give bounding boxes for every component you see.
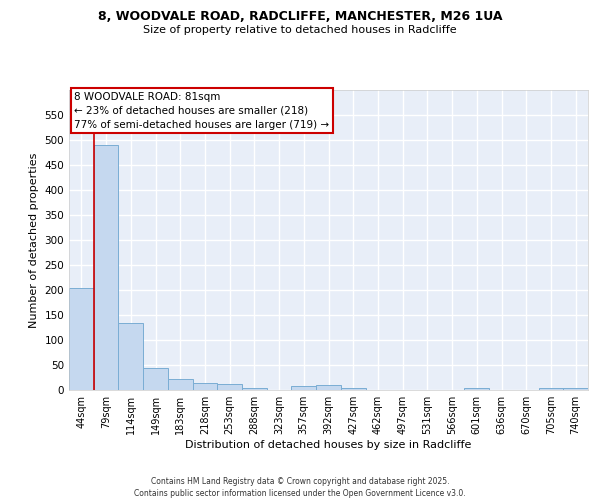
Text: Contains HM Land Registry data © Crown copyright and database right 2025.
Contai: Contains HM Land Registry data © Crown c…: [134, 476, 466, 498]
Text: 8 WOODVALE ROAD: 81sqm
← 23% of detached houses are smaller (218)
77% of semi-de: 8 WOODVALE ROAD: 81sqm ← 23% of detached…: [74, 92, 329, 130]
Bar: [94, 145, 118, 390]
Bar: [292, 386, 316, 390]
Bar: [143, 368, 168, 390]
Y-axis label: Number of detached properties: Number of detached properties: [29, 152, 39, 328]
Bar: [193, 383, 217, 390]
Bar: [217, 384, 242, 390]
Bar: [69, 288, 94, 390]
Bar: [316, 385, 341, 390]
Bar: [539, 388, 563, 390]
Bar: [563, 388, 588, 390]
Bar: [118, 322, 143, 390]
Text: Size of property relative to detached houses in Radcliffe: Size of property relative to detached ho…: [143, 25, 457, 35]
Bar: [168, 379, 193, 390]
Text: 8, WOODVALE ROAD, RADCLIFFE, MANCHESTER, M26 1UA: 8, WOODVALE ROAD, RADCLIFFE, MANCHESTER,…: [98, 10, 502, 23]
Bar: [242, 388, 267, 390]
Bar: [341, 388, 365, 390]
X-axis label: Distribution of detached houses by size in Radcliffe: Distribution of detached houses by size …: [185, 440, 472, 450]
Bar: [464, 388, 489, 390]
